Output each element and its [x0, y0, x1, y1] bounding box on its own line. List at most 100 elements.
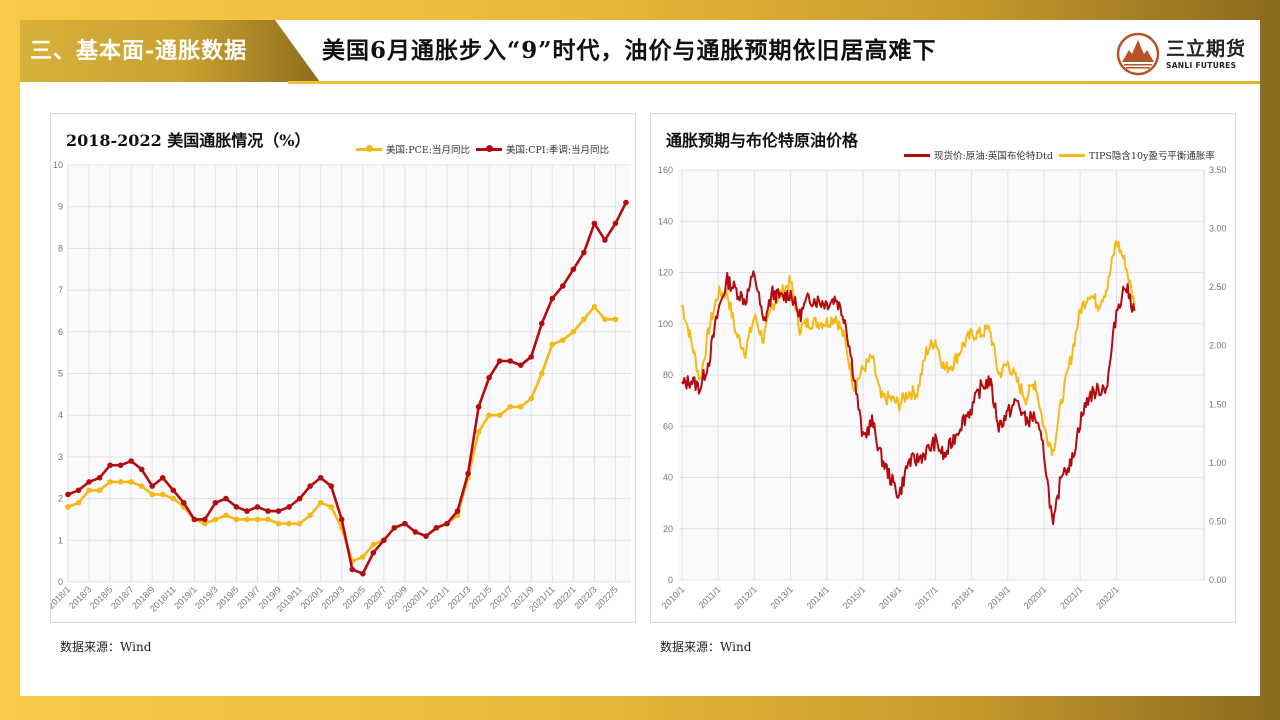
mountain-logo-icon [1116, 32, 1160, 76]
data-point [254, 516, 261, 523]
data-point [159, 474, 166, 481]
data-point [602, 237, 608, 243]
data-point [517, 404, 524, 410]
data-point [338, 516, 345, 523]
data-point [370, 550, 377, 556]
data-point [65, 504, 71, 510]
data-point [591, 303, 598, 310]
data-point [486, 412, 492, 419]
y-tick-label: 10 [53, 160, 63, 170]
series-line-brent [681, 270, 1136, 526]
data-point [496, 412, 503, 419]
data-point [475, 404, 482, 410]
y-right-tick-label: 1.00 [1209, 458, 1227, 468]
data-point [96, 474, 103, 481]
x-tick-label: 2015/1 [841, 584, 868, 611]
data-point [191, 516, 198, 523]
data-point [107, 462, 113, 469]
data-point [307, 512, 313, 519]
data-point [212, 516, 219, 523]
data-point [570, 329, 577, 335]
oil-breakeven-line-chart: 0 20 40 60 80 100 120 140 160 0.00 0.50 1.00 1.50 2.0… [658, 165, 1227, 611]
data-point [233, 516, 240, 523]
data-point [381, 537, 387, 544]
x-tick-label: 2016/1 [877, 584, 904, 611]
data-point [138, 466, 145, 473]
x-tick-label: 2018/3 [67, 584, 94, 611]
y-left-tick-label: 80 [663, 370, 673, 380]
y-tick-label: 4 [58, 410, 63, 420]
header-divider [288, 81, 1260, 84]
data-point [159, 491, 166, 498]
y-tick-label: 2 [58, 494, 63, 504]
data-point [307, 483, 313, 489]
y-left-tick-label: 120 [658, 268, 673, 278]
data-point [254, 504, 261, 510]
x-tick-label: 2011/1 [697, 584, 723, 610]
data-point [212, 499, 219, 506]
inflation-chart-panel: 2018-2022 美国通胀情况（%） 美国:PCE:当月同比 美国:CPI:季… [50, 113, 636, 623]
chart-title: 2018-2022 美国通胀情况（%） [66, 131, 311, 150]
data-point [149, 483, 156, 489]
x-tick-label: 2012/1 [732, 584, 759, 611]
x-tick-label: 2021/3 [446, 584, 473, 611]
data-point [496, 358, 503, 364]
data-point [265, 508, 271, 514]
x-tick-label: 2018/7 [109, 584, 136, 611]
data-point [402, 520, 408, 527]
x-tick-label: 2019/5 [214, 584, 241, 611]
legend-label-brent: 现货价:原油:英国布伦特Dtd [934, 151, 1053, 162]
y-right-tick-label: 2.50 [1209, 282, 1227, 292]
data-point [465, 470, 471, 477]
data-point [528, 354, 535, 360]
y-tick-label: 7 [58, 285, 63, 295]
data-point [286, 520, 292, 527]
data-point [581, 316, 587, 323]
data-point [244, 516, 250, 523]
y-tick-label: 1 [58, 535, 63, 545]
y-right-tick-label: 0.50 [1209, 516, 1227, 526]
x-tick-label: 2014/1 [805, 584, 832, 611]
data-point [128, 479, 134, 485]
y-right-tick-label: 0.00 [1209, 575, 1227, 585]
data-point [96, 487, 103, 494]
data-point [560, 337, 566, 343]
inflation-line-chart: 0123456789102018/12018/32018/52018/72018… [51, 160, 631, 614]
header: 三、基本面-通胀数据 美国6月通胀步入“9”时代，油价与通胀预期依旧居高难下 三… [20, 20, 1260, 84]
data-source-left: 数据来源：Wind [60, 640, 152, 654]
y-right-tick-label: 3.00 [1209, 224, 1227, 234]
y-tick-label: 0 [58, 577, 63, 587]
data-point [223, 512, 229, 519]
y-left-tick-label: 160 [658, 165, 673, 175]
x-tick-label: 2022/1 [1094, 584, 1121, 611]
data-point [391, 524, 398, 531]
data-point [317, 474, 324, 481]
data-point [359, 554, 366, 560]
data-point [86, 479, 92, 485]
data-point [623, 199, 629, 206]
legend-swatch-brent [904, 153, 930, 157]
data-point [117, 479, 124, 485]
data-point [560, 283, 566, 289]
data-point [528, 395, 535, 402]
page-title: 美国6月通胀步入“9”时代，油价与通胀预期依旧居高难下 [322, 37, 937, 64]
data-point [423, 533, 429, 539]
x-tick-label: 2020/3 [320, 584, 347, 611]
data-point [275, 520, 282, 527]
data-point [507, 358, 513, 364]
x-tick-label: 2019/1 [986, 584, 1013, 611]
x-tick-label: 2021/5 [467, 584, 494, 611]
chart-legend: 美国:PCE:当月同比 美国:CPI:季调:当月同比 [356, 142, 609, 156]
x-tick-label: 2020/1 [1022, 584, 1049, 611]
data-point [591, 220, 598, 227]
legend-label-cpi: 美国:CPI:季调:当月同比 [506, 145, 610, 156]
data-point [149, 491, 156, 498]
y-tick-label: 9 [58, 202, 63, 212]
data-point [349, 566, 356, 573]
data-point [233, 504, 240, 510]
y-right-tick-label: 2.00 [1209, 341, 1227, 351]
y-tick-label: 5 [58, 369, 63, 379]
data-point [328, 504, 335, 510]
y-left-tick-label: 60 [663, 421, 673, 431]
x-tick-label: 2021/7 [488, 584, 515, 611]
